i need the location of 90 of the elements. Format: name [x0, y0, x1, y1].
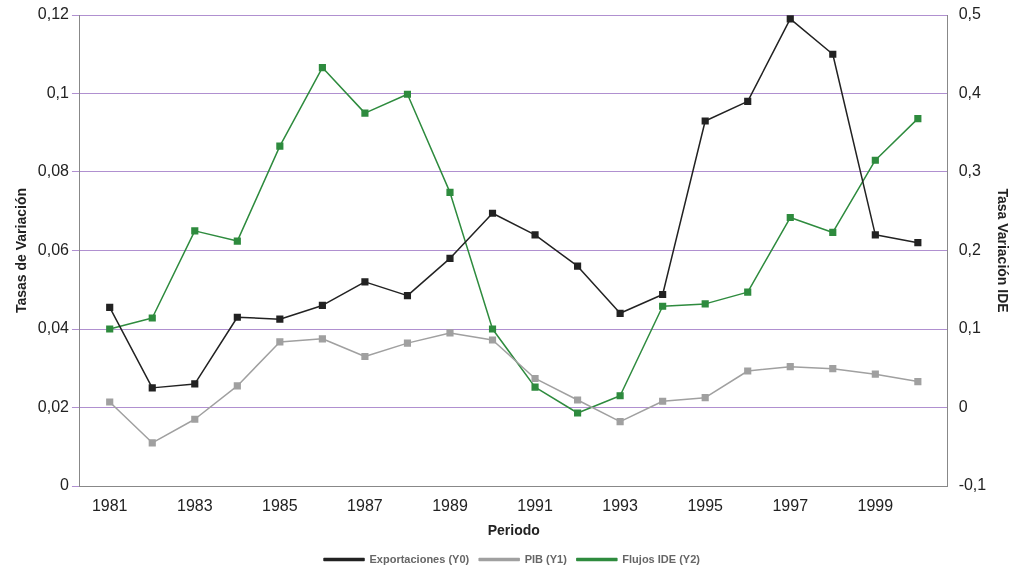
point — [446, 329, 454, 337]
point — [361, 278, 369, 286]
point — [829, 50, 837, 58]
point — [914, 378, 922, 386]
point — [276, 315, 284, 323]
point — [786, 363, 794, 371]
point — [786, 15, 794, 23]
point — [744, 367, 752, 375]
point — [148, 314, 156, 322]
x-tick-label: 1999 — [857, 497, 894, 515]
point — [574, 409, 582, 417]
x-tick-label: 1993 — [602, 497, 639, 515]
point — [233, 313, 241, 321]
point — [616, 392, 624, 400]
y-tick-label: 0,08 — [37, 162, 70, 180]
point — [148, 384, 156, 392]
point — [403, 90, 412, 98]
point — [659, 302, 667, 310]
point — [531, 374, 539, 383]
y2-tick-label: 0,2 — [958, 240, 981, 258]
point — [659, 290, 667, 299]
y2-tick-label: 0,5 — [958, 5, 981, 23]
point — [191, 415, 199, 423]
point — [106, 325, 114, 333]
point — [403, 339, 412, 347]
point — [616, 309, 624, 317]
point — [361, 109, 369, 117]
point — [616, 418, 624, 426]
legend-label: Flujos IDE (Y2) — [622, 552, 701, 565]
point — [446, 254, 454, 262]
point — [318, 301, 326, 310]
point — [914, 115, 922, 123]
point — [659, 397, 667, 405]
point — [829, 365, 837, 373]
x-tick-label: 1983 — [176, 497, 213, 515]
point — [403, 292, 412, 300]
point — [148, 439, 156, 447]
point — [871, 370, 879, 378]
y-tick-label: 0 — [60, 476, 70, 494]
point — [106, 303, 114, 311]
y2-tick-label: -0,1 — [958, 476, 987, 494]
point — [531, 383, 539, 391]
x-tick-label: 1995 — [687, 497, 724, 515]
y-tick-label: 0,02 — [37, 397, 70, 415]
point — [446, 188, 454, 196]
point — [744, 97, 752, 105]
y2-axis-title: Tasa Variación IDE — [994, 188, 1011, 313]
x-tick-label: 1991 — [517, 497, 553, 515]
x-tick-label: 1981 — [91, 497, 128, 515]
point — [701, 300, 709, 308]
point — [871, 156, 879, 164]
x-tick-label: 1985 — [262, 497, 298, 515]
point — [871, 231, 879, 239]
point — [191, 380, 199, 388]
point — [191, 227, 199, 235]
point — [531, 231, 539, 239]
point — [574, 396, 582, 404]
point — [276, 338, 284, 346]
legend-label: PIB (Y1) — [524, 552, 568, 565]
x-tick-label: 1987 — [347, 497, 383, 515]
legend-label: Exportaciones (Y0) — [369, 552, 470, 565]
y2-tick-label: 0,4 — [958, 83, 981, 101]
point — [744, 288, 752, 296]
y-axis-title: Tasas de Variación — [13, 187, 30, 314]
point — [361, 352, 369, 361]
y-tick-label: 0,1 — [46, 83, 70, 101]
y2-tick-label: 0,3 — [958, 162, 981, 180]
point — [574, 262, 582, 270]
y-tick-label: 0,06 — [37, 240, 70, 258]
point — [488, 336, 497, 344]
point — [786, 213, 794, 222]
y-tick-label: 0,12 — [37, 5, 70, 23]
point — [701, 394, 709, 402]
point — [276, 142, 284, 150]
point — [488, 325, 497, 333]
point — [233, 237, 241, 245]
y2-tick-label: 0,1 — [958, 319, 981, 337]
point — [233, 382, 241, 390]
point — [106, 398, 114, 406]
point — [488, 209, 497, 217]
point — [318, 335, 326, 343]
point — [701, 117, 709, 125]
point — [914, 239, 922, 247]
x-axis-title: Periodo — [487, 522, 540, 539]
x-tick-label: 1997 — [772, 497, 809, 515]
point — [318, 64, 326, 72]
x-tick-label: 1989 — [432, 497, 468, 515]
point — [829, 228, 837, 237]
y2-tick-label: 0 — [958, 397, 968, 415]
y-tick-label: 0,04 — [37, 319, 70, 337]
